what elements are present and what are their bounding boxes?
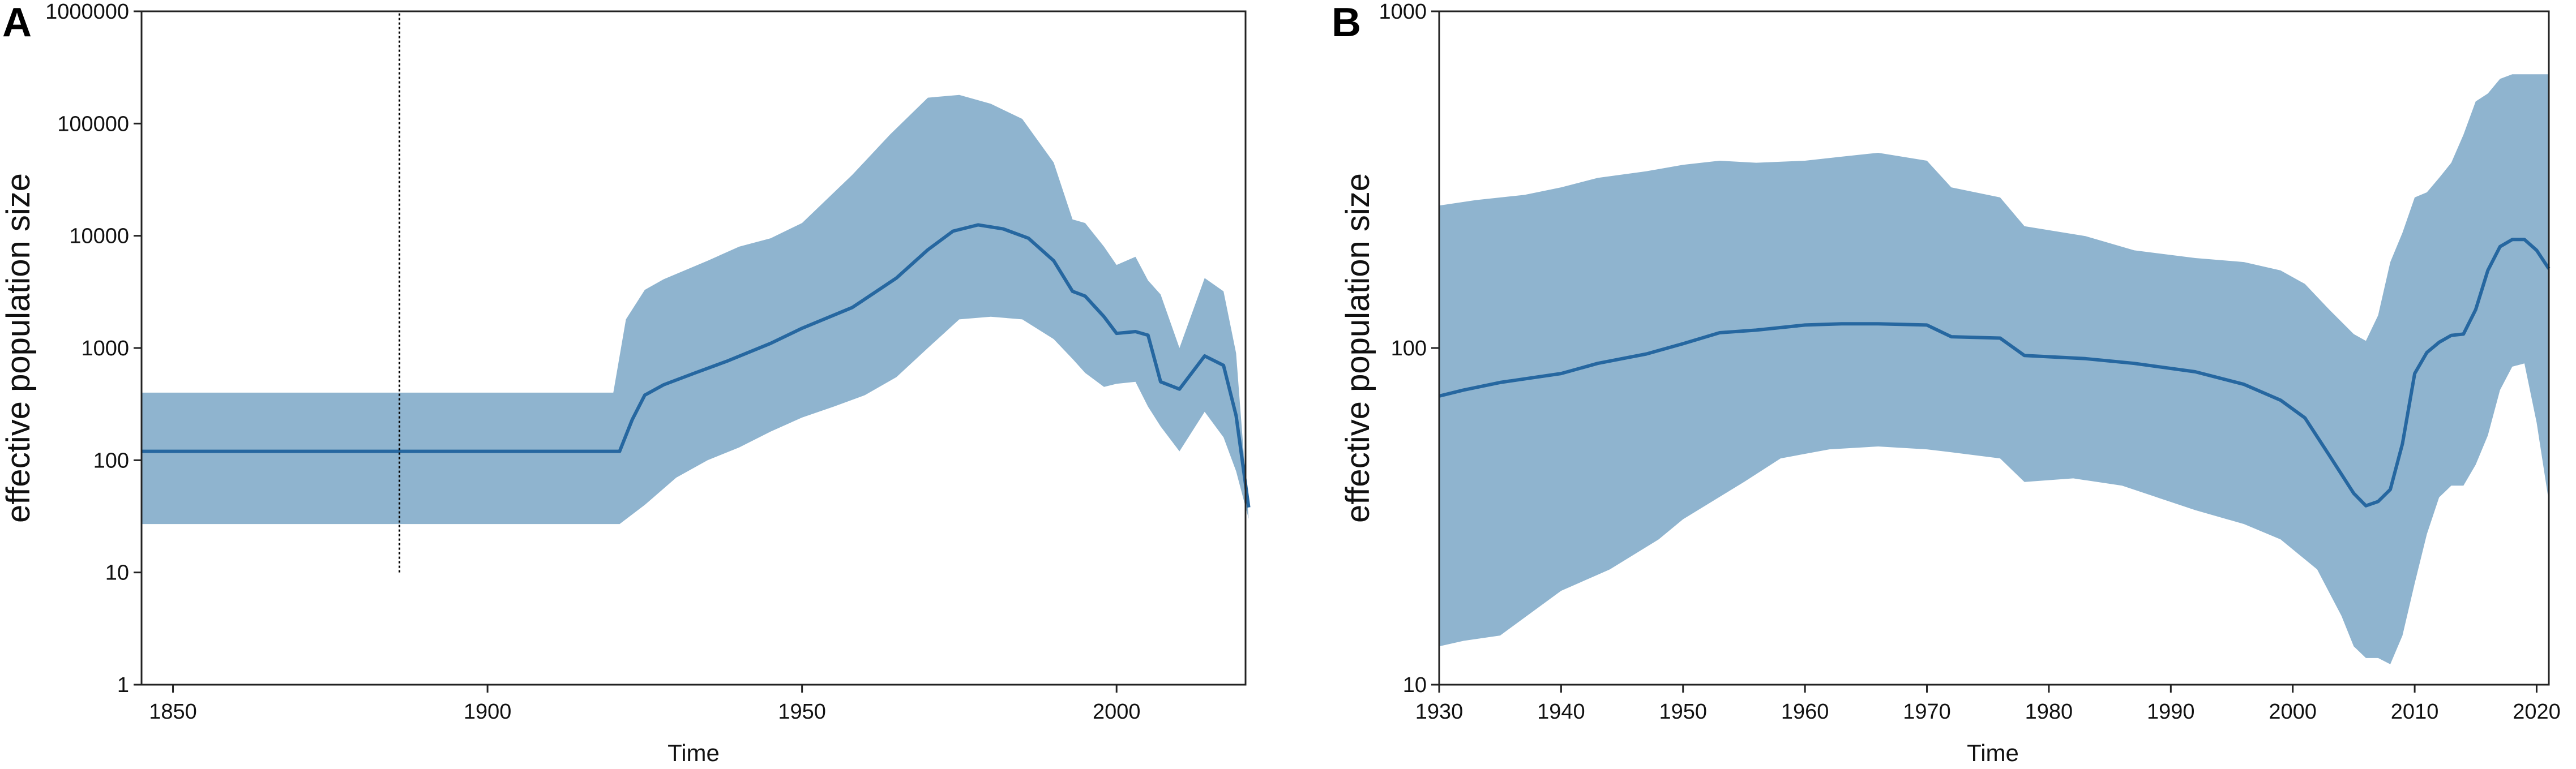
- panel-a-y-axis: 1 10 100 1000 10000 100000 1000000: [45, 0, 142, 697]
- x-tick-label: 1930: [1415, 700, 1464, 724]
- x-tick-label: 2000: [1093, 700, 1141, 724]
- x-tick-label: 1850: [149, 700, 197, 724]
- panel-b-plot-area: [1439, 74, 2551, 664]
- y-tick-label: 10000: [69, 225, 129, 248]
- panel-a-label: A: [2, 0, 32, 45]
- panel-b-label: B: [1332, 0, 1361, 45]
- y-tick-label: 100: [1391, 337, 1427, 360]
- hpd-interval-band: [1439, 74, 2549, 664]
- y-tick-label: 1: [117, 673, 129, 697]
- y-tick-label: 1000: [81, 337, 129, 360]
- panel-a-x-axis-title: Time: [667, 740, 720, 766]
- panel-b: B 10 100 1000 1930 1940 1950 1960 1970 1980 1990…: [1332, 0, 2561, 766]
- median-line: [142, 223, 1251, 508]
- y-tick-label: 1000000: [45, 0, 129, 24]
- hpd-interval-band: [142, 94, 1249, 525]
- x-tick-label: 1950: [778, 700, 826, 724]
- y-tick-label: 100: [93, 449, 129, 472]
- panel-b-y-axis-title: effective population size: [1340, 173, 1376, 523]
- x-tick-label: 1980: [2025, 700, 2073, 724]
- x-tick-label: 1990: [2147, 700, 2195, 724]
- x-tick-label: 1950: [1659, 700, 1707, 724]
- x-tick-label: 2020: [2513, 700, 2561, 724]
- y-tick-label: 1000: [1379, 0, 1427, 24]
- panel-b-y-axis: 10 100 1000: [1379, 0, 1439, 697]
- panel-b-x-axis: 1930 1940 1950 1960 1970 1980 1990 2000 2010 2020: [1415, 685, 2561, 724]
- panel-a-y-axis-title: effective population size: [0, 173, 37, 523]
- x-tick-label: 2000: [2269, 700, 2317, 724]
- x-tick-label: 1960: [1781, 700, 1829, 724]
- y-tick-label: 10: [105, 561, 129, 585]
- panel-b-x-axis-title: Time: [1967, 740, 2019, 766]
- x-tick-label: 1940: [1537, 700, 1585, 724]
- median-line: [1439, 238, 2551, 508]
- x-tick-label: 1970: [1903, 700, 1951, 724]
- panel-a-plot-area: [142, 11, 1251, 573]
- x-tick-label: 2010: [2391, 700, 2439, 724]
- panel-a-x-axis: 1850 1900 1950 2000: [149, 685, 1140, 724]
- x-tick-label: 1900: [464, 700, 512, 724]
- y-tick-label: 100000: [57, 112, 129, 136]
- y-tick-label: 10: [1403, 673, 1427, 697]
